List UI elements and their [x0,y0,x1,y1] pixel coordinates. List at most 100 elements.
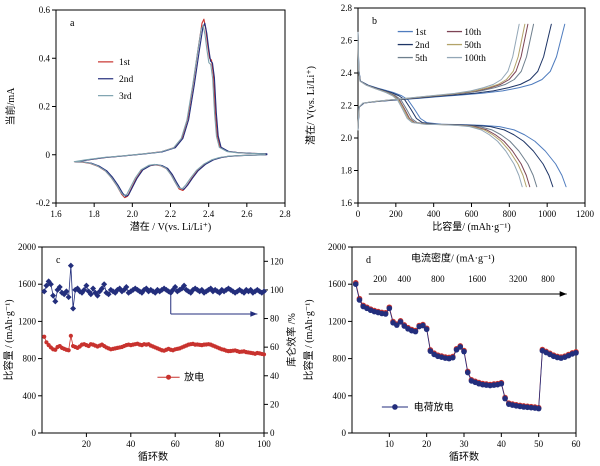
svg-text:2.4: 2.4 [203,209,215,219]
svg-text:d: d [366,255,371,266]
svg-text:1000: 1000 [538,209,557,219]
svg-text:50: 50 [534,439,544,449]
svg-text:0: 0 [32,428,37,438]
svg-text:40: 40 [126,439,136,449]
svg-text:2.0: 2.0 [127,209,139,219]
panel-d-discharge-series [352,281,579,412]
svg-text:800: 800 [541,274,555,284]
svg-text:100: 100 [270,285,284,295]
svg-text:1st: 1st [415,28,426,38]
svg-text:400: 400 [398,274,412,284]
svg-text:800: 800 [23,354,37,364]
svg-text:2nd: 2nd [119,75,134,85]
svg-text:1.6: 1.6 [341,198,353,208]
svg-text:30: 30 [460,439,470,449]
panel-d-legend: 电荷放电 [381,400,454,413]
svg-text:0: 0 [342,428,347,438]
svg-text:100: 100 [257,439,271,449]
svg-text:2.8: 2.8 [341,3,353,13]
svg-text:1st: 1st [119,58,130,68]
svg-text:20: 20 [422,439,432,449]
svg-text:放电: 放电 [184,371,204,384]
panel-b-canvas: 0 200 400 600 800 1000 1200 1.6 1.8 2.0 2.2 2.4 2.6 2… [304,3,595,233]
svg-text:20: 20 [270,399,280,409]
svg-text:3rd: 3rd [119,92,132,102]
svg-text:60: 60 [572,439,582,449]
panel-c-canvas: 20 40 60 80 10004008001200160020000204060801… [2,242,298,463]
svg-text:-0.2: -0.2 [36,198,50,208]
panel-d-charge-series [352,280,579,411]
panel-a-cv-curves: 1.6 1.8 2.0 2.2 2.4 2.6 2.8 -0.2 0 0.2 0.4 0.6 潜在 / … [0,0,300,233]
svg-text:电荷放电: 电荷放电 [414,400,454,413]
svg-text:2.2: 2.2 [341,101,352,111]
svg-text:80: 80 [270,314,280,324]
svg-text:a: a [70,18,75,29]
svg-text:1200: 1200 [576,209,595,219]
panel-a-canvas: 1.6 1.8 2.0 2.2 2.4 2.6 2.8 -0.2 0 0.2 0.4 0.6 潜在 / … [4,5,291,233]
panel-b-legend: 1st 2nd 5th 10th 50th 100th [397,28,486,64]
svg-text:10th: 10th [464,28,481,38]
panel-c-discharge-capacity-series [42,333,267,357]
svg-text:3200: 3200 [509,274,527,284]
svg-text:0.6: 0.6 [39,5,51,15]
svg-text:800: 800 [431,274,445,284]
svg-text:0: 0 [270,428,275,438]
svg-text:b: b [372,16,377,27]
panel-a-series [73,18,268,199]
svg-text:80: 80 [215,439,225,449]
svg-text:1600: 1600 [328,279,347,289]
svg-text:0.4: 0.4 [39,53,51,63]
panel-c-legend: 放电 [157,371,204,384]
panel-b-series [357,23,567,188]
svg-text:20: 20 [82,439,92,449]
svg-text:比容量/ (mAh·g⁻¹): 比容量/ (mAh·g⁻¹) [432,220,511,233]
svg-text:1200: 1200 [18,316,37,326]
svg-text:潜在 / V(vs. Li/Li⁺): 潜在 / V(vs. Li/Li⁺) [130,220,211,233]
svg-text:c: c [56,255,61,266]
svg-text:2.8: 2.8 [279,209,291,219]
svg-text:120: 120 [270,256,284,266]
svg-text:800: 800 [503,209,517,219]
panel-d-axes: 10 20 30 40 50 60 0 400 800 1200 1600 2000 循环数 比容量 / … [302,242,581,463]
svg-text:循环数: 循环数 [138,450,168,463]
svg-text:600: 600 [465,209,479,219]
svg-text:2.6: 2.6 [241,209,253,219]
panel-a-legend: 1st 2nd 3rd [97,58,134,102]
panel-b-charge-discharge-curves: 0 200 400 600 800 1000 1200 1.6 1.8 2.0 2.2 2.4 2.6 2… [300,0,600,233]
svg-text:200: 200 [373,274,387,284]
svg-text:2.4: 2.4 [341,68,353,78]
panel-d-canvas: 10 20 30 40 50 60 0 400 800 1200 1600 2000 循环数 比容量 / … [302,242,581,463]
svg-text:比容量 / (mAh·g⁻¹): 比容量 / (mAh·g⁻¹) [2,299,15,380]
svg-text:2.0: 2.0 [341,133,353,143]
svg-text:2.2: 2.2 [165,209,176,219]
svg-text:400: 400 [23,391,37,401]
svg-text:60: 60 [270,342,280,352]
svg-text:40: 40 [497,439,507,449]
svg-text:2.6: 2.6 [341,36,353,46]
panel-c-cycling-performance: 20 40 60 80 100 0 400 800 1200 1600 2000 0 20 40 60 80 1… [0,233,300,466]
svg-text:200: 200 [389,209,403,219]
svg-text:1600: 1600 [468,274,487,284]
svg-text:0: 0 [356,209,361,219]
svg-text:800: 800 [333,354,347,364]
panel-c-axes: 20 40 60 80 10004008001200160020000204060801… [2,242,298,463]
svg-text:当前/mA: 当前/mA [4,87,17,126]
panel-c-efficiency-series [41,262,267,312]
svg-text:400: 400 [333,391,347,401]
svg-text:400: 400 [427,209,441,219]
svg-text:1.8: 1.8 [341,166,353,176]
svg-text:2000: 2000 [18,242,37,252]
svg-text:40: 40 [270,371,280,381]
svg-text:电流密度/ (mA·g⁻¹): 电流密度/ (mA·g⁻¹) [411,251,495,264]
svg-text:比容量 / (mAh·g⁻¹): 比容量 / (mAh·g⁻¹) [302,299,315,380]
svg-text:1.6: 1.6 [50,209,62,219]
svg-text:10: 10 [385,439,395,449]
svg-text:100th: 100th [464,54,486,64]
svg-text:5th: 5th [415,54,427,64]
svg-text:1.8: 1.8 [89,209,101,219]
svg-text:0.2: 0.2 [39,102,50,112]
svg-text:库仑效率 /%: 库仑效率 /% [285,313,298,367]
panel-b-axes: 0 200 400 600 800 1000 1200 1.6 1.8 2.0 2.2 2.4 2.6 2… [304,3,595,233]
panel-c-axis-arrow [170,295,258,317]
